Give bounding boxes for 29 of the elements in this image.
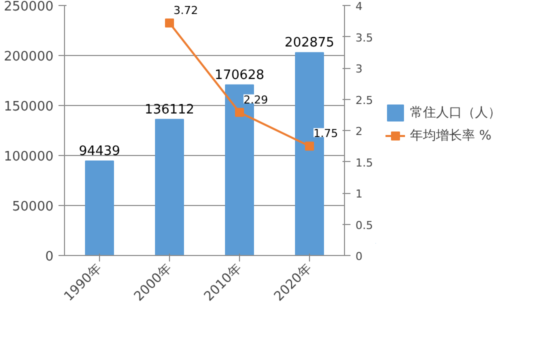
y2-tick-label: 0.5	[356, 218, 373, 232]
y2-tick-label: 1	[356, 188, 362, 200]
y2-tick-label: 3	[356, 62, 362, 76]
y2-tick-label: 1.5	[356, 156, 373, 170]
data-label: 170628	[214, 68, 264, 83]
data-label: 2.29	[244, 93, 268, 106]
data-label: 94439	[78, 144, 120, 160]
y-tick-label: 150000	[4, 100, 54, 114]
data-label: 136112	[144, 102, 194, 118]
data-label: 3.72	[174, 4, 198, 17]
bar	[85, 160, 114, 256]
legend-label: 常住人口（人）	[410, 104, 501, 122]
data-label: 1.75	[314, 127, 338, 140]
point	[235, 108, 244, 117]
point	[165, 18, 174, 28]
bar	[155, 118, 184, 256]
y2-tick-label: 4	[356, 0, 362, 13]
y2-tick-label: 3.5	[356, 31, 373, 44]
y-tick-label: 250000	[4, 0, 54, 14]
point	[305, 142, 314, 151]
y2-tick-label: 2.5	[356, 94, 373, 107]
y-tick-label: 0	[45, 250, 54, 264]
legend-label: 年均增长率 %	[410, 128, 492, 144]
y2-tick-label: 0	[356, 250, 362, 263]
y-tick-label: 50000	[12, 200, 54, 214]
y2-tick-label: 2	[356, 125, 362, 138]
y-tick-label: 200000	[4, 50, 54, 64]
data-label: 202875	[284, 36, 334, 51]
y-tick-label: 100000	[4, 150, 54, 164]
